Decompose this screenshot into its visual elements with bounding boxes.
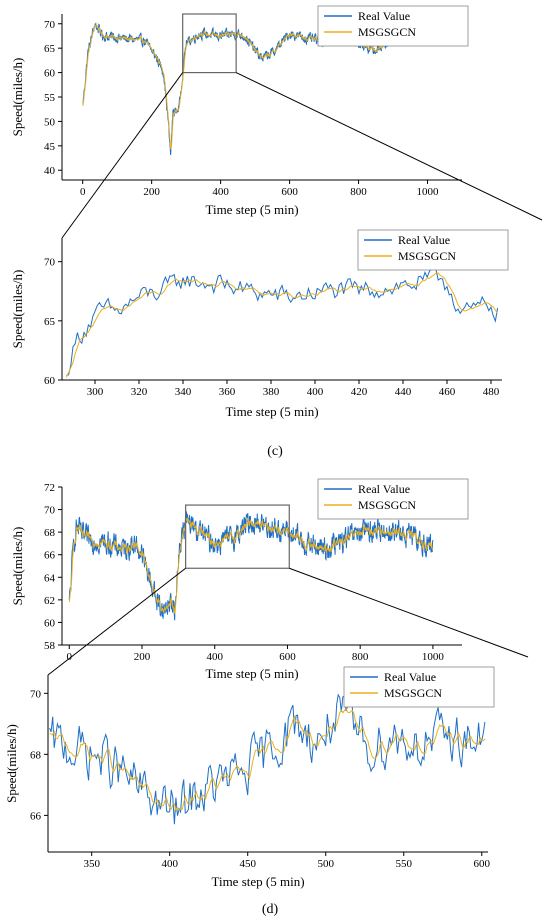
series-msgsgcn-line [65,272,499,378]
y-axis-label: Speed(miles/h) [10,527,25,606]
chart-2: 300 320 340 360 380 400 420 440 460 480 60 65 70 Time… [10,229,509,419]
series-real-value-line [49,693,486,825]
y-tick-label: 65 [44,43,56,55]
y-tick-label: 70 [30,688,42,700]
zoom-connector-d-left [47,567,186,676]
legend-label-msgsgcn: MSGSGCN [358,25,416,39]
x-tick-label: 800 [352,651,369,663]
chart-1: 0 200 400 600 800 1000 40 45 50 55 60 65 70 Time step… [10,5,469,217]
x-tick-label: 300 [87,386,104,398]
x-tick-label: 800 [350,186,367,198]
x-tick-label: 450 [239,858,256,870]
y-tick-label: 60 [44,375,56,387]
x-tick-label: 1000 [422,651,445,663]
legend-box [317,478,469,520]
y-tick-label: 58 [44,640,56,652]
y-tick-label: 70 [44,505,56,517]
x-axis-label: Time step (5 min) [205,666,298,681]
legend-box [317,5,469,47]
legend-label-real-value: Real Value [358,9,410,23]
x-tick-label: 0 [67,651,73,663]
x-tick-label: 380 [263,386,280,398]
x-tick-label: 420 [351,386,368,398]
zoom-box [182,13,237,74]
legend-label-msgsgcn: MSGSGCN [398,249,456,263]
legend-label-msgsgcn: MSGSGCN [384,686,442,700]
x-tick-label: 600 [279,651,296,663]
x-tick-label: 200 [134,651,151,663]
y-tick-label: 70 [44,19,56,31]
zoom-connector-d-right [289,567,529,658]
series-real-value-line [82,21,428,156]
x-axis-label: Time step (5 min) [225,404,318,419]
y-tick-label: 60 [44,68,56,80]
y-tick-label: 65 [44,316,56,328]
legend-box [357,229,509,271]
x-tick-label: 320 [131,386,148,398]
y-axis-label: Speed(miles/h) [4,724,19,803]
legend: Real Value MSGSGCN [317,478,469,520]
x-tick-label: 360 [219,386,236,398]
y-tick-label: 62 [44,595,55,607]
x-tick-label: 340 [175,386,192,398]
series-real-value-line [66,265,499,376]
y-tick-label: 68 [44,527,56,539]
x-tick-label: 600 [281,186,298,198]
y-tick-label: 55 [44,92,56,104]
x-axis-label: Time step (5 min) [211,874,304,889]
legend-label-real-value: Real Value [384,670,436,684]
y-tick-label: 40 [44,165,56,177]
x-tick-label: 600 [474,858,491,870]
chart-3: 0 200 400 600 800 1000 58 60 62 64 66 68 70 72 Time st… [10,478,469,681]
x-tick-label: 480 [483,386,500,398]
legend-label-msgsgcn: MSGSGCN [358,498,416,512]
chart-4: 350 400 450 500 550 600 66 68 70 Time step (5 min… [4,666,495,889]
x-tick-label: 400 [206,651,223,663]
series-msgsgcn-line [82,24,428,151]
legend: Real Value MSGSGCN [357,229,509,271]
y-tick-label: 50 [44,116,56,128]
y-tick-label: 68 [30,749,42,761]
x-tick-label: 200 [143,186,160,198]
panel-label-d: (d) [262,902,279,917]
x-tick-label: 350 [83,858,100,870]
x-tick-label: 1000 [417,186,440,198]
x-tick-label: 460 [439,386,456,398]
y-axis-label: Speed(miles/h) [10,58,25,137]
x-tick-label: 500 [317,858,334,870]
legend: Real Value MSGSGCN [317,5,469,47]
x-tick-label: 400 [307,386,324,398]
zoom-connector-c-left [61,72,184,239]
y-tick-label: 66 [44,550,56,562]
x-tick-label: 400 [212,186,229,198]
series-msgsgcn-line [68,517,434,614]
legend-label-real-value: Real Value [398,233,450,247]
legend-box [343,666,495,708]
zoom-box [185,504,290,569]
panel-label-c: (c) [267,444,283,459]
y-tick-label: 45 [44,141,56,153]
x-tick-label: 400 [161,858,178,870]
y-tick-label: 72 [44,482,55,494]
zoom-connector-c-right [235,72,543,221]
series-msgsgcn-line [49,707,486,813]
x-tick-label: 550 [395,858,412,870]
x-axis-label: Time step (5 min) [205,202,298,217]
y-tick-label: 64 [44,572,56,584]
y-tick-label: 66 [30,810,42,822]
legend-label-real-value: Real Value [358,482,410,496]
y-tick-label: 70 [44,257,56,269]
x-tick-label: 0 [80,186,86,198]
y-axis-label: Speed(miles/h) [10,270,25,349]
x-tick-label: 440 [395,386,412,398]
y-tick-label: 60 [44,617,56,629]
legend: Real Value MSGSGCN [343,666,495,708]
